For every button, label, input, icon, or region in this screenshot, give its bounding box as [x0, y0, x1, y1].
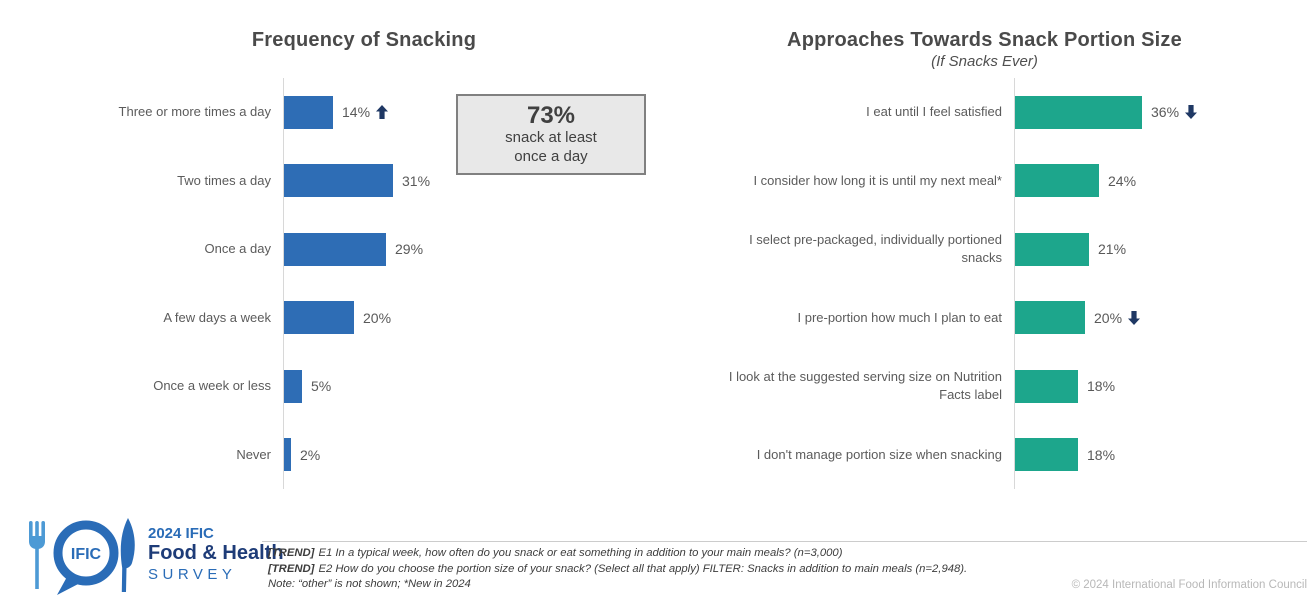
category-label: I select pre-packaged, individually port…	[749, 232, 1002, 266]
footnote-text: E1 In a typical week, how often do you s…	[318, 547, 843, 559]
value-label: 5%	[311, 378, 332, 395]
category-label: I look at the suggested serving size on …	[728, 369, 1002, 403]
portion-chart-title: Approaches Towards Snack Portion Size	[787, 29, 1182, 51]
logo-survey-line: SURVEY	[148, 566, 237, 584]
ific-badge-text: IFIC	[71, 546, 102, 563]
bar-row: Once a day 29%	[0, 215, 656, 284]
footnote-text: Note: “other” is not shown; *New in 2024	[268, 578, 471, 590]
knife-icon	[120, 518, 135, 592]
frequency-chart-plot: Three or more times a day 14% Two times a …	[0, 78, 656, 489]
value-label: 20%	[1094, 309, 1123, 326]
fork-icon	[29, 521, 45, 589]
bar	[1015, 95, 1142, 129]
frequency-axis-line	[283, 78, 284, 489]
category-label: I don't manage portion size when snackin…	[756, 446, 1002, 462]
category-label: I eat until I feel satisfied	[866, 104, 1002, 120]
speech-bubble-icon: IFIC	[53, 520, 119, 595]
bar-row: I don't manage portion size when snackin…	[660, 421, 1313, 490]
bar-row: Once a week or less 5%	[0, 352, 656, 421]
bar-row: I select pre-packaged, individually port…	[660, 215, 1313, 284]
footnote-line: [TREND] E1 In a typical week, how often d…	[268, 546, 967, 562]
bar-row: I eat until I feel satisfied 36%	[660, 78, 1313, 147]
category-label: Once a day	[204, 241, 272, 257]
trend-down-icon	[1185, 105, 1198, 120]
bar	[1015, 438, 1078, 472]
copyright-text: © 2024 International Food Information Co…	[1071, 579, 1307, 591]
bar	[284, 95, 333, 129]
category-label: I pre-portion how much I plan to eat	[797, 309, 1002, 325]
callout-percentage: 73%	[526, 101, 576, 129]
bar	[1015, 232, 1089, 266]
category-label: Two times a day	[177, 172, 271, 188]
snack-daily-callout: 73% snack at least once a day	[456, 94, 646, 175]
bar	[284, 301, 354, 335]
bar	[1015, 164, 1099, 198]
value-label: 20%	[363, 309, 392, 326]
value-label: 14%	[342, 104, 371, 121]
callout-text-line: once a day	[514, 147, 588, 165]
value-label: 36%	[1151, 104, 1180, 121]
bar	[284, 369, 302, 403]
bar	[284, 438, 291, 472]
value-label: 18%	[1087, 378, 1116, 395]
bar	[1015, 369, 1078, 403]
bar	[1015, 301, 1085, 335]
category-label: I consider how long it is until my next …	[753, 172, 1002, 188]
bar-row: Three or more times a day 14%	[0, 78, 656, 147]
bar-row: Two times a day 31%	[0, 147, 656, 216]
trend-tag: [TREND]	[268, 562, 315, 575]
footnote-text: E2 How do you choose the portion size of…	[318, 562, 968, 575]
value-label: 18%	[1087, 446, 1116, 463]
ific-logo-text: 2024 IFIC Food & Health SURVEY	[148, 525, 284, 585]
ific-logo-graphic: IFIC	[29, 518, 135, 595]
footnote-line: Note: “other” is not shown; *New in 2024	[268, 577, 967, 593]
trend-down-icon	[1128, 310, 1141, 325]
value-label: 29%	[395, 241, 424, 258]
category-label: Never	[236, 446, 271, 462]
footer-divider	[262, 541, 1307, 542]
value-label: 2%	[300, 446, 321, 463]
category-label: A few days a week	[163, 309, 271, 325]
portion-chart-subtitle: (If Snacks Ever)	[931, 53, 1038, 70]
logo-year-line: 2024 IFIC	[148, 525, 214, 543]
footnote-line: [TREND] E2 How do you choose the portion …	[268, 562, 967, 578]
bar-row: I pre-portion how much I plan to eat 20%	[660, 284, 1313, 353]
bar-row: Never 2%	[0, 421, 656, 490]
value-label: 24%	[1108, 172, 1137, 189]
trend-up-icon	[376, 105, 389, 120]
value-label: 31%	[402, 172, 431, 189]
frequency-chart-title: Frequency of Snacking	[251, 29, 477, 51]
value-label: 21%	[1098, 241, 1127, 258]
bar-row: A few days a week 20%	[0, 284, 656, 353]
bar-row: I look at the suggested serving size on …	[660, 352, 1313, 421]
footnotes: [TREND] E1 In a typical week, how often d…	[268, 546, 967, 593]
ific-logo: IFIC 2024 IFIC Food & Health SURVEY	[26, 515, 284, 595]
category-label: Three or more times a day	[118, 104, 271, 120]
bar	[284, 232, 386, 266]
callout-text-line: snack at least	[505, 128, 597, 146]
bar	[284, 164, 393, 198]
category-label: Once a week or less	[153, 378, 271, 394]
trend-tag: [TREND]	[268, 547, 315, 559]
logo-name-line: Food & Health	[148, 542, 284, 565]
portion-axis-line	[1014, 78, 1015, 489]
portion-chart-plot: I eat until I feel satisfied 36% I conside…	[660, 78, 1313, 489]
bar-row: I consider how long it is until my next …	[660, 147, 1313, 216]
